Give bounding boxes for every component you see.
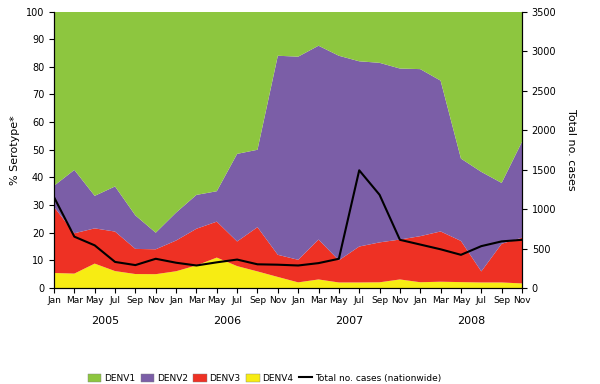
Text: 2008: 2008 — [457, 316, 485, 326]
Y-axis label: Total no. cases: Total no. cases — [566, 109, 576, 190]
Legend: DENV1, DENV2, DENV3, DENV4, Total no. cases (nationwide): DENV1, DENV2, DENV3, DENV4, Total no. ca… — [84, 370, 445, 384]
Text: 2005: 2005 — [91, 316, 119, 326]
Y-axis label: % Serotype*: % Serotype* — [10, 115, 20, 185]
Text: 2006: 2006 — [213, 316, 241, 326]
Text: 2007: 2007 — [335, 316, 363, 326]
